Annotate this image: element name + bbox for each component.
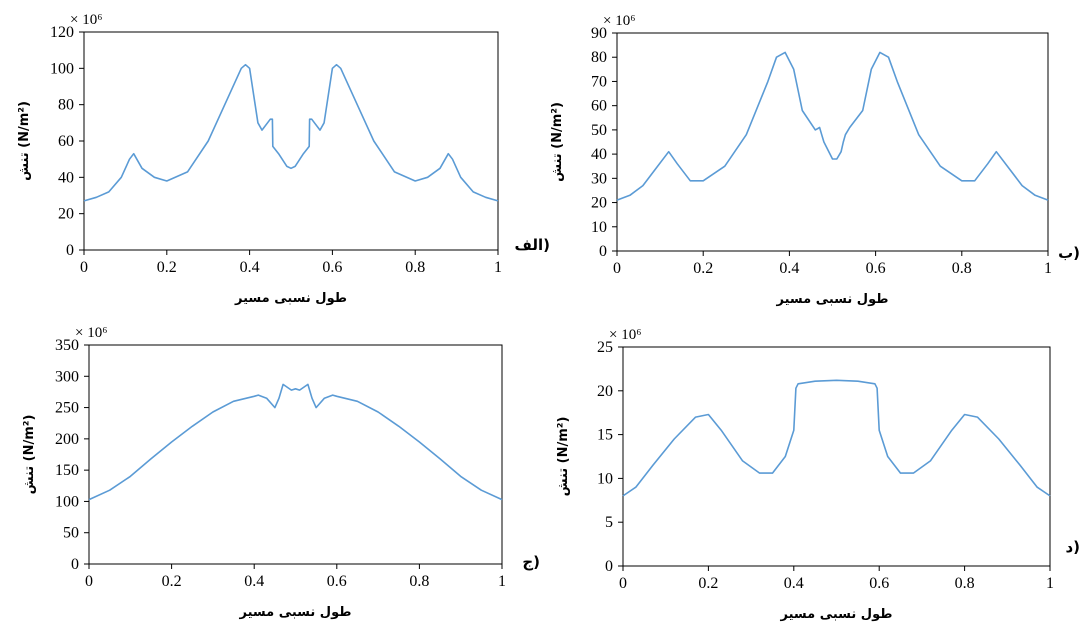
x-tick-label: 0 bbox=[613, 260, 621, 277]
x-tick-label: 1 bbox=[1046, 575, 1054, 592]
y-tick-label: 60 bbox=[591, 98, 607, 115]
y-tick-label: 20 bbox=[591, 195, 607, 212]
x-tick-label: 0.4 bbox=[779, 260, 799, 277]
x-axis-label: طول نسبی مسیر bbox=[776, 292, 889, 307]
x-tick-label: 1 bbox=[494, 259, 502, 276]
x-tick-label: 0.6 bbox=[327, 573, 347, 590]
plot-frame bbox=[622, 346, 1051, 567]
series-line bbox=[88, 383, 503, 501]
y-tick-label: 5 bbox=[605, 514, 613, 531]
y-tick-label: 250 bbox=[55, 400, 79, 417]
x-tick-label: 0.2 bbox=[693, 260, 713, 277]
x-tick-label: 1 bbox=[498, 573, 506, 590]
x-tick-label: 0 bbox=[619, 575, 627, 592]
x-tick-label: 0.2 bbox=[157, 259, 177, 276]
series-line bbox=[616, 51, 1049, 201]
y-scale-factor: × 10⁶ bbox=[609, 327, 641, 343]
y-tick-label: 15 bbox=[597, 427, 613, 444]
x-tick-label: 0.6 bbox=[869, 575, 889, 592]
series-line bbox=[622, 379, 1051, 497]
y-tick-label: 90 bbox=[591, 25, 607, 42]
plot-frame bbox=[88, 344, 503, 565]
y-tick-label: 120 bbox=[50, 24, 74, 41]
y-tick-label: 0 bbox=[605, 558, 613, 575]
y-tick-label: 100 bbox=[55, 493, 79, 510]
y-tick-label: 10 bbox=[591, 219, 607, 236]
y-tick-label: 20 bbox=[58, 206, 74, 223]
y-tick-label: 350 bbox=[55, 337, 79, 354]
panel-label: الف) bbox=[515, 236, 551, 254]
chart-panel-1: 0 20 40 60 80 100 120 0 0.2 0.4 0.6 0.8 1 × 10⁶ طول نس… bbox=[17, 12, 550, 306]
y-tick-label: 25 bbox=[597, 339, 613, 356]
plot-frame bbox=[83, 31, 499, 251]
x-tick-label: 0.4 bbox=[240, 259, 260, 276]
x-tick-label: 0.8 bbox=[409, 573, 429, 590]
y-tick-label: 40 bbox=[58, 169, 74, 186]
y-axis-label: تنش (N/m²) bbox=[550, 102, 565, 182]
y-tick-label: 50 bbox=[591, 122, 607, 139]
y-tick-label: 60 bbox=[58, 133, 74, 150]
x-tick-label: 0.6 bbox=[322, 259, 342, 276]
y-tick-label: 300 bbox=[55, 368, 79, 385]
y-tick-label: 150 bbox=[55, 462, 79, 479]
x-tick-label: 0 bbox=[80, 259, 88, 276]
x-tick-label: 0.2 bbox=[698, 575, 718, 592]
y-tick-label: 200 bbox=[55, 431, 79, 448]
plot-frame bbox=[616, 32, 1049, 252]
y-tick-label: 10 bbox=[597, 470, 613, 487]
y-tick-label: 20 bbox=[597, 383, 613, 400]
y-axis-label: تنش (N/m²) bbox=[17, 101, 32, 181]
y-tick-label: 100 bbox=[50, 60, 74, 77]
y-tick-label: 0 bbox=[599, 243, 607, 260]
x-tick-label: 0 bbox=[85, 573, 93, 590]
x-tick-label: 0.8 bbox=[952, 260, 972, 277]
panel-label: ب) bbox=[1058, 244, 1080, 262]
x-tick-label: 0.8 bbox=[955, 575, 975, 592]
y-axis-label: تنش (N/m²) bbox=[556, 417, 571, 497]
y-scale-factor: × 10⁶ bbox=[70, 12, 102, 28]
x-axis-label: طول نسبی مسیر bbox=[780, 607, 893, 622]
y-tick-label: 40 bbox=[591, 146, 607, 163]
chart-panel-2: 0 10 20 30 40 50 60 70 80 90 0 0.2 0.4 0.6 0.8 1 × 10⁶ طو… bbox=[550, 13, 1080, 307]
y-tick-label: 80 bbox=[58, 97, 74, 114]
x-tick-label: 0.6 bbox=[866, 260, 886, 277]
panel-label: د) bbox=[1065, 538, 1080, 556]
chart-panel-3: 0 50 100 150 200 250 300 350 0 0.2 0.4 0.6 0.8 1 × 10⁶… bbox=[22, 325, 540, 620]
y-axis-label: تنش (N/m²) bbox=[22, 415, 37, 495]
panel-label: ج) bbox=[522, 553, 540, 571]
x-tick-label: 1 bbox=[1044, 260, 1052, 277]
y-tick-label: 0 bbox=[66, 242, 74, 259]
x-tick-label: 0.4 bbox=[784, 575, 804, 592]
y-scale-factor: × 10⁶ bbox=[603, 13, 635, 29]
y-tick-label: 50 bbox=[63, 525, 79, 542]
x-tick-label: 0.4 bbox=[244, 573, 264, 590]
y-tick-label: 30 bbox=[591, 170, 607, 187]
y-scale-factor: × 10⁶ bbox=[75, 325, 107, 341]
x-axis-label: طول نسبی مسیر bbox=[234, 291, 347, 306]
y-tick-label: 70 bbox=[591, 73, 607, 90]
chart-panel-4: 0 5 10 15 20 25 0 0.2 0.4 0.6 0.8 1 × 10⁶ طول نسبی مس… bbox=[556, 327, 1080, 622]
x-tick-label: 0.2 bbox=[162, 573, 182, 590]
x-tick-label: 0.8 bbox=[405, 259, 425, 276]
y-tick-label: 0 bbox=[71, 556, 79, 573]
series-line bbox=[83, 63, 499, 202]
y-tick-label: 80 bbox=[591, 49, 607, 66]
x-axis-label: طول نسبی مسیر bbox=[239, 605, 352, 620]
